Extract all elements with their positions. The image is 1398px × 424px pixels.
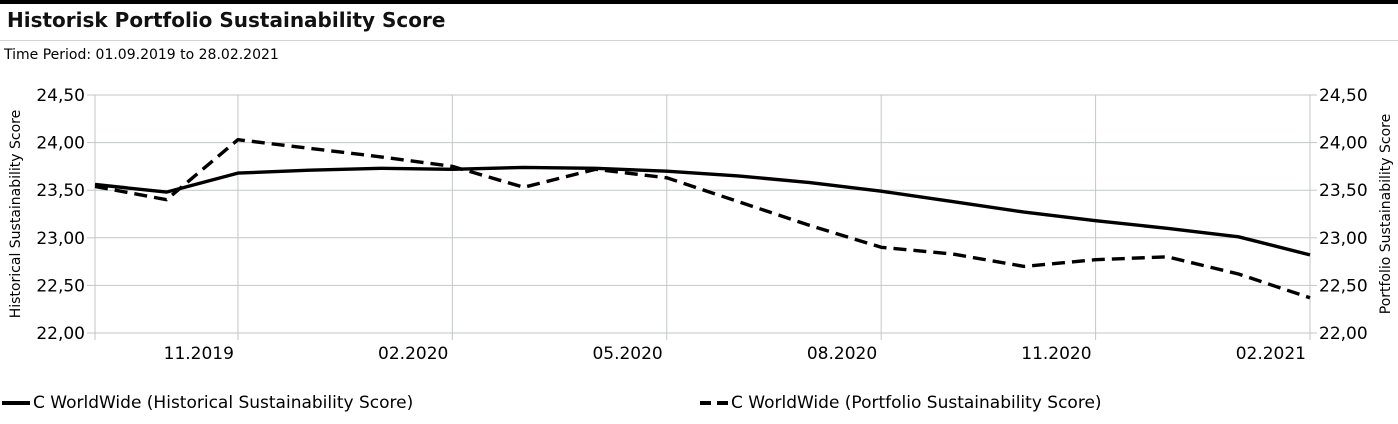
x-tick-label: 08.2020 xyxy=(807,344,877,364)
legend-item-portfolio[interactable]: C WorldWide (Portfolio Sustainability Sc… xyxy=(700,388,1102,418)
historical-score-line xyxy=(94,165,1311,257)
y-tick-label-right: 23,50 xyxy=(1319,181,1368,201)
time-period-label: Time Period: 01.09.2019 to 28.02.2021 xyxy=(4,47,279,63)
y-tick-label-left: 22,00 xyxy=(36,324,85,344)
chart-svg: 22,00 22,00 22,50 22,50 23,00 23,00 23,50 23,50… xyxy=(8,86,1394,364)
x-tick-label: 11.2019 xyxy=(164,344,234,364)
y-tick-label-right: 22,50 xyxy=(1319,276,1368,296)
x-tick-label: 02.2021 xyxy=(1236,344,1306,364)
y-tick-label-left: 22,50 xyxy=(36,276,85,296)
x-tick-label: 11.2020 xyxy=(1021,344,1091,364)
top-border-bar xyxy=(0,0,1398,4)
y-tick-label-left: 23,00 xyxy=(36,229,85,249)
y-tick-label-left: 24,50 xyxy=(36,86,85,106)
title-divider xyxy=(0,40,1398,41)
dashed-line-swatch-icon xyxy=(700,401,728,405)
legend-label-historical: C WorldWide (Historical Sustainability S… xyxy=(33,393,414,413)
y-tick-label-right: 23,00 xyxy=(1319,229,1368,249)
chart-legend: C WorldWide (Historical Sustainability S… xyxy=(0,388,1398,420)
portfolio-score-line xyxy=(94,138,1311,300)
legend-label-portfolio: C WorldWide (Portfolio Sustainability Sc… xyxy=(731,393,1102,413)
page-title: Historisk Portfolio Sustainability Score xyxy=(7,8,446,32)
solid-line-swatch-icon xyxy=(2,401,30,405)
y-tick-label-left: 23,50 xyxy=(36,181,85,201)
y-tick-label-right: 24,00 xyxy=(1319,134,1368,154)
y-axis-title-right: Portfolio Sustainability Score xyxy=(1378,114,1394,315)
legend-item-historical[interactable]: C WorldWide (Historical Sustainability S… xyxy=(2,388,413,418)
chart-area: 22,00 22,00 22,50 22,50 23,00 23,00 23,50 23,50… xyxy=(0,85,1398,377)
y-tick-label-right: 24,50 xyxy=(1319,86,1368,106)
y-axis-title-left: Historical Sustainability Score xyxy=(8,110,24,318)
x-tick-label: 02.2020 xyxy=(378,344,448,364)
y-tick-label-right: 22,00 xyxy=(1319,324,1368,344)
y-tick-label-left: 24,00 xyxy=(36,134,85,154)
x-tick-label: 05.2020 xyxy=(592,344,662,364)
